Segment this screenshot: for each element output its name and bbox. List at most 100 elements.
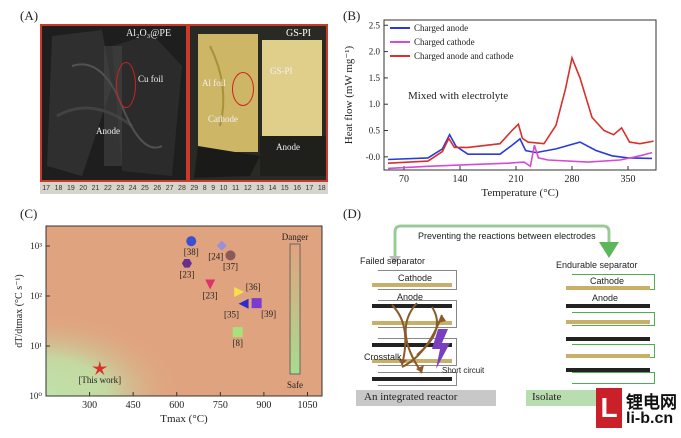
legend-label: Charged anode and cathode — [414, 51, 514, 61]
data-point — [225, 250, 236, 261]
separator-fold-2 — [378, 300, 457, 328]
al-foil-highlight — [232, 72, 254, 106]
ruler-number: 11 — [231, 184, 240, 192]
y-tick-label: 2.5 — [369, 20, 381, 30]
cathode-label-right: Cathode — [208, 114, 238, 124]
cathode-text-right: Cathode — [590, 276, 625, 286]
ruler-number: 23 — [116, 184, 125, 192]
legend-label: Charged cathode — [414, 37, 475, 47]
photo-right-title: GS-PI — [286, 28, 312, 39]
x-tick-label: 300 — [82, 400, 97, 411]
anode-layer — [372, 304, 452, 308]
ruler-number: 9 — [211, 184, 216, 192]
ruler-number: 17 — [305, 184, 314, 192]
crosstalk-label: Crosstalk — [364, 352, 402, 362]
ruler-number: 24 — [128, 184, 137, 192]
cell-texture-right — [190, 26, 326, 180]
panel-c-label: (C) — [20, 206, 38, 221]
x-tick-label: 350 — [621, 174, 636, 185]
failed-separator-label: Failed separator — [360, 256, 426, 266]
x-axis-label: Temperature (°C) — [481, 187, 559, 199]
data-point — [251, 298, 262, 309]
anode-layer-right — [566, 304, 650, 308]
dsc-chart: 70 140 210 280 350 -0.0 0.5 1.0 1.5 2.0 2.5 Tempera… — [343, 19, 657, 199]
ruler-number: 12 — [243, 184, 252, 192]
separator-fold-4 — [378, 372, 457, 386]
cathode-layer-right — [566, 286, 650, 290]
x-tick-label: 900 — [256, 400, 271, 411]
x-tick-label: 1050 — [297, 400, 317, 411]
anode-label-left: Anode — [96, 126, 120, 136]
point-label: [39] — [261, 309, 276, 319]
watermark-logo: L — [596, 388, 622, 428]
y-tick-label: 1.0 — [369, 99, 381, 109]
isolate-box — [526, 390, 610, 406]
cathode-layer — [372, 321, 452, 325]
cu-foil-highlight — [116, 62, 136, 108]
anode-layer-right — [566, 368, 650, 372]
anode-label-right: Anode — [276, 142, 300, 152]
integrated-reactor-box — [356, 390, 496, 406]
ruler-number: 13 — [256, 184, 264, 192]
panel-a-label: (A) — [20, 8, 39, 23]
thermal-runaway-chart: Danger Safe 300 450 600 750 900 1050 10⁰ 10¹ 10² 10… — [14, 225, 323, 425]
y-axis-label: dT/dtmax (°C s⁻¹) — [14, 274, 25, 347]
banner-arrow — [389, 224, 619, 264]
data-point — [238, 298, 249, 309]
crosstalk-arrows — [391, 302, 450, 374]
green-separator-fold-4 — [572, 372, 655, 384]
x-tick-label: 450 — [126, 400, 141, 411]
ruler-number: 14 — [268, 184, 277, 192]
separator-fold-1 — [378, 270, 457, 290]
endurable-separator-label: Endurable separator — [556, 260, 638, 270]
isolate-text: Isolate — [532, 391, 562, 403]
point-label: [This work] — [78, 375, 121, 385]
watermark-cn: 锂电网 — [626, 393, 677, 413]
ruler-number: 19 — [66, 184, 75, 192]
point-label: [35] — [224, 310, 239, 320]
cathode-layer — [372, 283, 452, 287]
photo-left-title: Al₂O₃@PE — [126, 28, 172, 39]
y-tick-label: 10⁰ — [29, 391, 42, 401]
ruler-number: 16 — [293, 184, 301, 192]
point-label: [36] — [246, 282, 261, 292]
x-tick-label: 70 — [399, 174, 409, 185]
y-axis-label: Heat flow (mW mg⁻¹) — [343, 45, 355, 144]
x-axis-label: Tmax (°C) — [160, 413, 208, 425]
ruler-number: 27 — [165, 184, 174, 192]
danger-label: Danger — [282, 232, 309, 242]
point-label: [8] — [232, 338, 243, 348]
ruler-number: 21 — [91, 184, 100, 192]
series-line — [387, 145, 653, 170]
plot-frame — [383, 19, 657, 171]
data-point — [92, 360, 108, 376]
gs-pi-label: GS-PI — [270, 66, 293, 76]
x-tick-label: 750 — [213, 400, 228, 411]
legend-label: Charged anode — [414, 23, 468, 33]
y-tick-label: -0.0 — [366, 152, 381, 162]
x-tick-label: 280 — [565, 174, 580, 185]
anode-text-right: Anode — [592, 293, 619, 303]
y-tick-label: 10² — [30, 291, 42, 301]
data-point — [216, 240, 227, 251]
ruler-strip: 17 18 19 20 21 22 23 24 25 26 27 28 29 8 9 10 11 12 13 14 15… — [40, 182, 328, 194]
anode-layer — [372, 343, 452, 347]
cathode-layer-right — [566, 320, 650, 324]
panel-d-label: (D) — [343, 206, 362, 221]
ruler-number: 15 — [280, 184, 289, 192]
y-tick-label: 10³ — [30, 241, 42, 251]
ruler-number: 28 — [178, 184, 186, 192]
cathode-layer-right — [566, 354, 650, 358]
anode-layer-right — [566, 337, 650, 341]
x-tick-label: 140 — [453, 174, 468, 185]
green-separator-fold-2 — [572, 312, 655, 326]
plot-frame — [45, 225, 323, 397]
data-point — [186, 236, 197, 247]
point-label: [37] — [223, 261, 238, 271]
ruler-number: 22 — [103, 184, 112, 192]
y-tick-label: 10¹ — [30, 341, 42, 351]
annotation-mixed: Mixed with electrolyte — [408, 90, 508, 102]
anode-layer — [372, 377, 452, 381]
safe-region — [46, 302, 198, 396]
ruler-number: 20 — [79, 184, 88, 192]
